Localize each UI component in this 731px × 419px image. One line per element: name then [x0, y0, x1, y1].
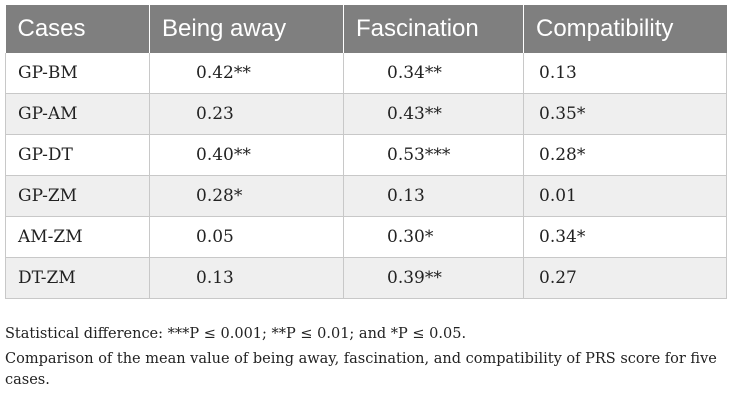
- header-being-away: Being away: [149, 5, 344, 53]
- header-cases: Cases: [5, 5, 150, 53]
- being-away-cell: 0.13: [149, 257, 344, 299]
- being-away-cell: 0.28*: [149, 175, 344, 217]
- table-row: AM-ZM 0.05 0.30* 0.34*: [5, 216, 727, 258]
- table-row: GP-ZM 0.28* 0.13 0.01: [5, 175, 727, 217]
- results-table-container: Cases Being away Fascination Compatibili…: [5, 5, 727, 299]
- being-away-cell: 0.42**: [149, 53, 344, 94]
- table-header: Cases Being away Fascination Compatibili…: [5, 5, 727, 53]
- results-table: Cases Being away Fascination Compatibili…: [5, 5, 727, 299]
- compatibility-cell: 0.28*: [523, 134, 727, 176]
- case-cell: GP-DT: [5, 134, 150, 176]
- table-body: GP-BM 0.42** 0.34** 0.13 GP-AM 0.23 0.43…: [5, 53, 727, 299]
- fascination-cell: 0.43**: [343, 93, 524, 135]
- fascination-cell: 0.53***: [343, 134, 524, 176]
- fascination-cell: 0.30*: [343, 216, 524, 258]
- fascination-cell: 0.39**: [343, 257, 524, 299]
- fascination-cell: 0.34**: [343, 53, 524, 94]
- table-row: DT-ZM 0.13 0.39** 0.27: [5, 257, 727, 299]
- header-compatibility: Compatibility: [523, 5, 727, 53]
- compatibility-cell: 0.34*: [523, 216, 727, 258]
- significance-note: Statistical difference: ***P ≤ 0.001; **…: [5, 326, 467, 342]
- compatibility-cell: 0.27: [523, 257, 727, 299]
- being-away-cell: 0.05: [149, 216, 344, 258]
- compatibility-cell: 0.13: [523, 53, 727, 94]
- being-away-cell: 0.40**: [149, 134, 344, 176]
- header-fascination: Fascination: [343, 5, 524, 53]
- compatibility-cell: 0.35*: [523, 93, 727, 135]
- fascination-cell: 0.13: [343, 175, 524, 217]
- case-cell: AM-ZM: [5, 216, 150, 258]
- table-row: GP-DT 0.40** 0.53*** 0.28*: [5, 134, 727, 176]
- case-cell: GP-ZM: [5, 175, 150, 217]
- table-row: GP-AM 0.23 0.43** 0.35*: [5, 93, 727, 135]
- table-row: GP-BM 0.42** 0.34** 0.13: [5, 53, 727, 94]
- table-notes: Statistical difference: ***P ≤ 0.001; **…: [5, 324, 726, 395]
- being-away-cell: 0.23: [149, 93, 344, 135]
- case-cell: GP-BM: [5, 53, 150, 94]
- compatibility-cell: 0.01: [523, 175, 727, 217]
- case-cell: DT-ZM: [5, 257, 150, 299]
- case-cell: GP-AM: [5, 93, 150, 135]
- header-row: Cases Being away Fascination Compatibili…: [5, 5, 727, 53]
- table-caption: Comparison of the mean value of being aw…: [5, 351, 717, 388]
